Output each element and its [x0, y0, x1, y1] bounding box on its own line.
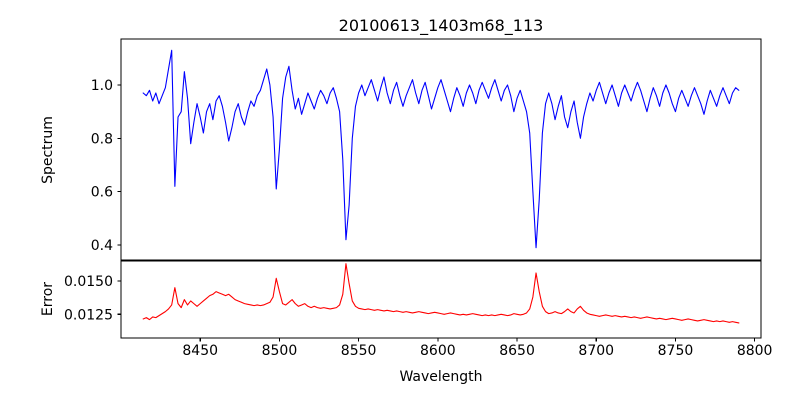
chart-title: 20100613_1403m68_113: [339, 16, 544, 36]
error-axis-ticks: 0.0125 0.0150 8450 8500 8550 8600 8650 8700 8750…: [64, 274, 772, 359]
x-axis-label: Wavelength: [399, 369, 482, 385]
x-tick-label: 8500: [262, 343, 298, 359]
x-tick-label: 8550: [341, 343, 377, 359]
x-tick-label: 8750: [658, 343, 694, 359]
y-tick-label: 0.8: [91, 131, 113, 147]
spectrum-line: [142, 49, 740, 249]
y-tick-label: 0.6: [91, 185, 113, 201]
x-tick-label: 8700: [578, 343, 614, 359]
spectrum-axes-frame: [120, 38, 762, 262]
y-tick-label: 0.0150: [64, 274, 113, 290]
x-tick-label: 8650: [499, 343, 535, 359]
x-tick-label: 8600: [420, 343, 456, 359]
spectrum-y-axis-label: Spectrum: [40, 116, 56, 184]
error-axes-frame: [120, 259, 762, 339]
spectrum-panel: 0.4 0.6 0.8 1.0 Spectrum: [40, 38, 762, 262]
spectrum-axis-ticks: 0.4 0.6 0.8 1.0: [91, 78, 121, 254]
error-panel: 0.0125 0.0150 8450 8500 8550 8600 8650 8700 8750…: [40, 259, 772, 385]
error-y-axis-label: Error: [40, 282, 56, 316]
x-tick-label: 8450: [182, 343, 218, 359]
y-tick-label: 1.0: [91, 78, 113, 94]
x-tick-label: 8800: [737, 343, 773, 359]
y-tick-label: 0.4: [91, 238, 113, 254]
error-line: [142, 263, 740, 324]
y-tick-label: 0.0125: [64, 307, 113, 323]
